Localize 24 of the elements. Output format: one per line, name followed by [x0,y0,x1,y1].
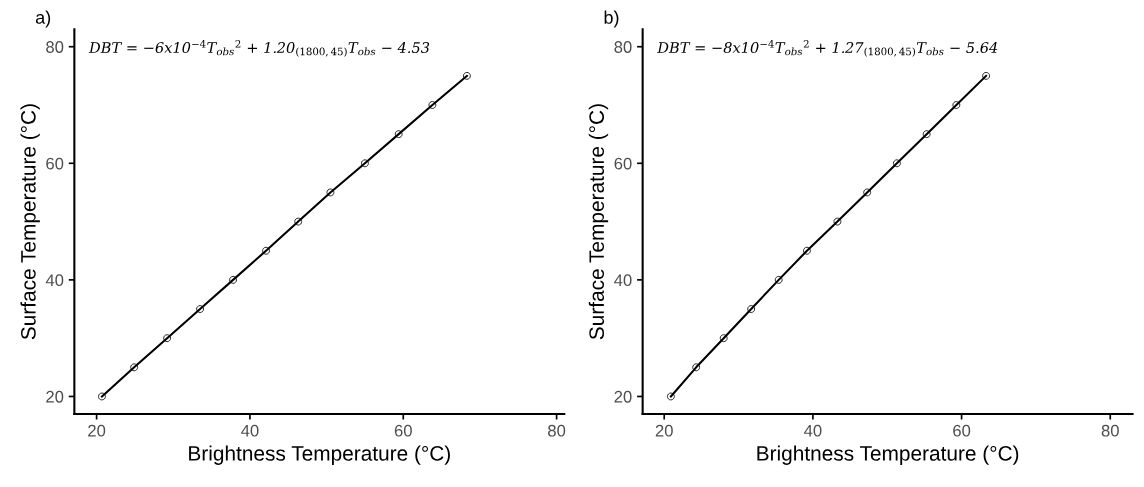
y-tick-label: 80 [46,41,64,53]
x-tick-label: 20 [88,424,106,437]
x-tick-label: 80 [548,424,566,437]
chart-title: a) [35,10,51,28]
x-tick-label: 80 [1101,424,1119,437]
text: DBT = −6x10$^{−4}$T$_{obs}$$^{2}$ + 1.20$_{(1800,45)}$T$_{obs}$ − 4.53 [88,40,430,57]
x-axis-title: Brightness Temperature (°C) [757,445,1019,465]
y-axis-title: Surface Temperature (°C) [20,104,40,340]
x-axis-title: Brightness Temperature (°C) [189,445,450,465]
y-tick-label: 40 [45,274,64,287]
x-tick-label: 20 [655,424,673,437]
chart-title: b) [604,10,619,28]
y-axis-title: Surface Temperature (°C) [588,104,609,340]
y-tick-label: 40 [614,274,632,287]
x-tick-label: 60 [394,424,412,437]
y-tick-label: 60 [46,157,64,170]
x-tick-label: 60 [953,424,971,437]
y-tick-label: 20 [46,390,64,403]
text: DBT = −8x10$^{−4}$T$_{obs}$$^{2}$ + 1.27$_{(1800,45)}$T$_{obs}$ − 5.64 [657,40,998,57]
x-tick-label: 40 [804,424,822,437]
y-tick-label: 80 [614,41,632,53]
y-tick-label: 60 [614,157,632,170]
x-tick-label: 40 [241,424,259,437]
y-tick-label: 20 [614,390,632,403]
